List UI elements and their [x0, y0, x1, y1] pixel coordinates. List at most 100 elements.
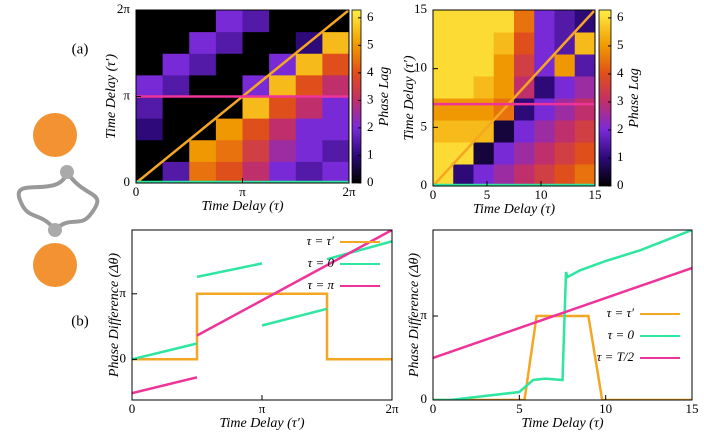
heat-cell — [453, 98, 474, 121]
heat-cell — [242, 118, 270, 141]
heat-cell — [136, 31, 164, 54]
heat-cell — [534, 142, 555, 165]
x-tick-label: 10 — [535, 187, 548, 202]
heat-cell — [189, 10, 217, 33]
heat-cell — [269, 10, 297, 33]
x-tick-label: 5 — [484, 187, 491, 202]
colorbar-tick-label: 5 — [367, 36, 374, 51]
series-line — [433, 266, 692, 360]
heat-cell — [269, 31, 297, 54]
y-tick-label: 10 — [414, 60, 427, 75]
heat-cell — [574, 164, 595, 186]
x-tick-label: 15 — [589, 187, 602, 202]
heat-cell — [136, 53, 164, 76]
heat-cell — [453, 32, 474, 55]
heat-cell — [269, 161, 297, 183]
heat-cell — [162, 96, 190, 119]
axes-frame — [432, 229, 693, 401]
heat-cell — [473, 54, 495, 77]
heat-cell — [295, 161, 323, 183]
colorbar — [351, 9, 362, 184]
plot-area — [433, 230, 692, 400]
colorbar-tick-label: 0 — [367, 174, 374, 189]
colorbar-tick-label: 2 — [617, 121, 624, 136]
heat-cell — [162, 10, 190, 33]
x-axis-label: Time Delay (τ) — [522, 416, 604, 431]
heat-cell — [215, 53, 243, 76]
x-tick-label: 0 — [430, 187, 437, 202]
y-tick-label: 5 — [421, 118, 428, 133]
heat-cell — [269, 74, 297, 97]
x-tick-label: 2π — [385, 401, 399, 416]
heat-cell — [574, 54, 595, 77]
colorbar-tick-label: 3 — [367, 91, 374, 106]
heat-cell — [242, 10, 270, 33]
heat-cell — [514, 98, 535, 121]
axes-frame — [432, 9, 596, 187]
heat-cell — [189, 31, 217, 54]
heat-cell — [574, 76, 595, 99]
heat-cell — [554, 76, 576, 99]
plot-area — [433, 10, 595, 186]
heat-cell — [493, 54, 515, 77]
heat-cell — [269, 139, 297, 162]
heat-cell — [189, 161, 217, 183]
heat-cell — [574, 120, 595, 143]
heat-cell — [473, 32, 495, 55]
heat-cell — [295, 118, 323, 141]
heat-cell — [242, 31, 270, 54]
x-tick-label: π — [259, 401, 266, 416]
heat-cell — [433, 76, 454, 99]
heat-cell — [433, 54, 454, 77]
heat-cell — [554, 164, 576, 186]
heat-cell — [189, 74, 217, 97]
x-tick-label: 5 — [516, 401, 523, 416]
x-tick-label: 2π — [342, 184, 356, 199]
colorbar-tick-label: 2 — [367, 119, 374, 134]
colorbar-tick-label: 4 — [367, 64, 374, 79]
heat-cell — [514, 142, 535, 165]
heat-cell — [189, 53, 217, 76]
heat-cell — [514, 54, 535, 77]
heat-cell — [514, 164, 535, 186]
heat-cell — [493, 10, 515, 33]
heat-cell — [322, 118, 349, 141]
heat-cell — [493, 120, 515, 143]
heat-cell — [514, 10, 535, 33]
overlay-diagonal — [433, 10, 595, 186]
series-line — [132, 240, 392, 361]
colorbar-tick-label: 1 — [617, 149, 624, 164]
heat-cell — [574, 142, 595, 165]
heat-cell — [136, 139, 164, 162]
heat-cell — [433, 98, 454, 121]
colorbar-tick-label: 1 — [367, 146, 374, 161]
colorbar-tick-label: 6 — [367, 9, 374, 24]
heat-cell — [136, 10, 164, 33]
heat-cell — [433, 32, 454, 55]
x-tick-label: π — [239, 184, 246, 199]
oscillator-diagram — [16, 113, 100, 287]
legend-label: τ = τ′ — [607, 305, 635, 320]
heat-cell — [295, 53, 323, 76]
series-line — [132, 292, 392, 361]
heat-cell — [136, 118, 164, 141]
x-axis-label: Time Delay (τ) — [473, 202, 555, 217]
heat-cell — [136, 96, 164, 119]
heat-cell — [242, 96, 270, 119]
heat-cell — [322, 74, 349, 97]
y-axis-label: Phase Difference (Δθ) — [107, 253, 122, 379]
heat-cell — [493, 76, 515, 99]
colorbar-label: Phase Lag — [627, 68, 642, 129]
x-tick-label: 10 — [599, 401, 612, 416]
heat-cell — [433, 142, 454, 165]
x-tick-label: 0 — [430, 401, 437, 416]
x-tick-label: 15 — [686, 401, 699, 416]
y-axis-label: Time Delay (τ′) — [104, 54, 119, 139]
heat-cell — [322, 31, 349, 54]
y-tick-label: 0 — [421, 391, 428, 406]
colorbar-tick-label: 0 — [617, 177, 624, 192]
heat-cell — [162, 31, 190, 54]
panel-label: (a) — [72, 41, 89, 57]
heat-cell — [269, 96, 297, 119]
heat-cell — [514, 120, 535, 143]
